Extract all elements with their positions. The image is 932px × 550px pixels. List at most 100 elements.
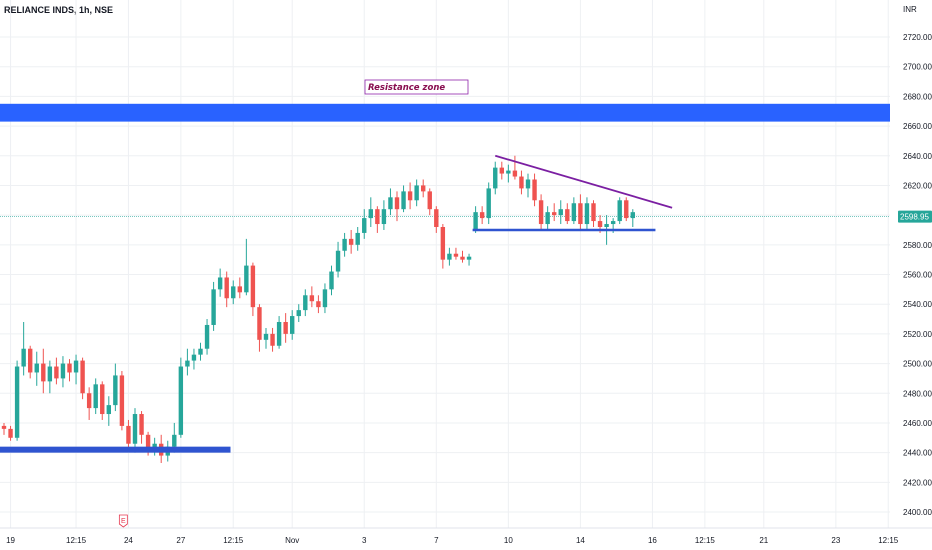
candle-up: [584, 203, 590, 225]
candle-up: [342, 238, 347, 251]
candle-up: [303, 295, 308, 311]
price-tick-label: 2500.00: [903, 360, 932, 369]
candle-down: [440, 227, 446, 260]
time-axis: 19 12:15 24 27 12:15 Nov 3 7 10 14 16 12:15 21 23 12:1…: [0, 514, 932, 545]
candle-down: [532, 179, 537, 201]
candle-up: [388, 197, 393, 210]
candle-up: [545, 212, 550, 225]
candle-up: [630, 212, 635, 219]
time-tick-label: 16: [648, 536, 657, 545]
earnings-label: E: [121, 518, 126, 525]
candle-down: [578, 203, 583, 225]
candle-down: [139, 414, 144, 435]
candle-down: [565, 209, 570, 222]
candles-layer: [1, 155, 635, 464]
candle-up: [414, 185, 419, 201]
price-tick-label: 2660.00: [903, 122, 932, 131]
candle-down: [8, 428, 13, 438]
candle-up: [34, 363, 39, 373]
candle-down: [41, 363, 46, 382]
candle-down: [283, 322, 288, 334]
candle-down: [552, 212, 557, 216]
time-tick-label: 3: [362, 536, 367, 545]
candle-up: [473, 212, 478, 230]
candle-up: [381, 209, 387, 225]
candle-down: [145, 434, 151, 450]
candle-up: [73, 360, 79, 373]
time-tick-label: 14: [576, 536, 585, 545]
candle-down: [250, 265, 256, 308]
candle-up: [132, 414, 138, 444]
candle-up: [558, 209, 563, 216]
earnings-icon[interactable]: [118, 514, 128, 528]
chart-title: RELIANCE INDS, 1h, NSE: [4, 5, 114, 15]
price-tick-label: 2520.00: [903, 330, 932, 339]
price-tick-label: 2540.00: [903, 300, 932, 309]
descending-trendline[interactable]: [494, 154, 673, 209]
candle-up: [290, 316, 295, 334]
candle-down: [421, 185, 426, 192]
candle-up: [486, 188, 491, 219]
candle-down: [597, 221, 603, 227]
candle-up: [217, 277, 223, 290]
time-tick-label: 7: [434, 536, 439, 545]
time-tick-label: 19: [6, 536, 15, 545]
candle-up: [198, 348, 203, 355]
candle-up: [571, 203, 577, 222]
price-tick-label: 2700.00: [903, 63, 932, 72]
candle-up: [244, 265, 249, 293]
annotation-box[interactable]: [364, 79, 469, 95]
candle-down: [591, 203, 596, 222]
candle-up: [172, 434, 177, 447]
candle-up: [355, 232, 360, 245]
candle-down: [453, 253, 459, 257]
price-tick-label: 2400.00: [903, 508, 932, 517]
support-zone-left[interactable]: [0, 446, 231, 453]
candle-up: [604, 224, 609, 227]
price-tick-label: 2620.00: [903, 181, 932, 190]
candle-up: [296, 310, 301, 317]
candle-up: [47, 366, 53, 382]
candle-down: [119, 375, 125, 426]
annotation-text: Resistance zone: [368, 83, 445, 93]
time-tick-label: 10: [504, 536, 513, 545]
overlay-layer: Resistance zone: [0, 79, 673, 453]
candle-down: [1, 425, 7, 429]
time-tick-label: 12:15: [66, 536, 87, 545]
candle-up: [335, 250, 341, 272]
candle-up: [447, 253, 452, 260]
time-tick-label: Nov: [285, 536, 299, 545]
candle-down: [624, 200, 629, 219]
candle-up: [506, 170, 511, 174]
candle-up: [106, 405, 111, 415]
candle-down: [394, 197, 400, 210]
price-tick-label: 2440.00: [903, 449, 932, 458]
candle-down: [479, 212, 485, 219]
candle-up: [204, 324, 210, 349]
candle-down: [499, 167, 504, 174]
price-tick-label: 2560.00: [903, 271, 932, 280]
candle-down: [375, 209, 380, 225]
candle-down: [100, 384, 105, 415]
candle-down: [28, 348, 33, 373]
drawing-layer: [0, 103, 890, 217]
candle-up: [466, 256, 472, 260]
last-price-tag-label: 2598.95: [900, 213, 929, 222]
price-tick-label: 2720.00: [903, 33, 932, 42]
candle-up: [610, 221, 616, 225]
candle-up: [93, 384, 98, 409]
candle-down: [224, 277, 229, 299]
candle-down: [67, 363, 72, 373]
time-tick-label: 12:15: [223, 536, 244, 545]
currency-label: INR: [903, 5, 917, 14]
candle-down: [538, 200, 544, 225]
time-tick-label: 23: [831, 536, 840, 545]
candle-up: [211, 289, 216, 325]
candle-down: [257, 307, 262, 340]
candle-up: [525, 179, 531, 189]
time-tick-label: 21: [759, 536, 768, 545]
candle-up: [113, 375, 118, 406]
candle-up: [322, 289, 328, 308]
resistance-zone-rect[interactable]: [0, 103, 890, 122]
